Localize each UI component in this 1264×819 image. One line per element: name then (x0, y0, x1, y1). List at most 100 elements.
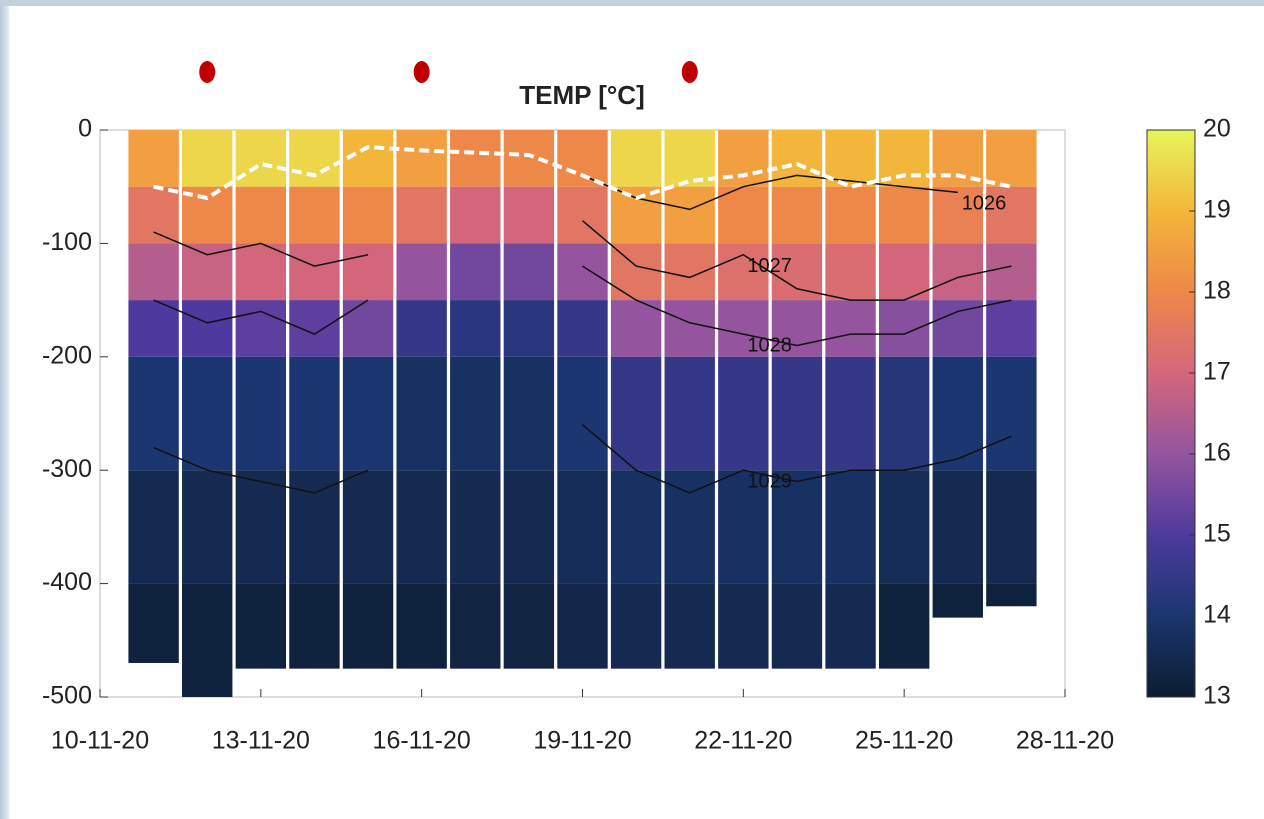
temp-cell (128, 357, 178, 470)
temp-cell (182, 130, 232, 187)
station-marker (199, 61, 215, 83)
temp-cell (396, 470, 446, 583)
temp-cell (933, 584, 983, 618)
colorbar-tick-label: 16 (1203, 439, 1231, 467)
temp-cell (611, 470, 661, 583)
temp-cell (665, 300, 715, 357)
temp-cell (128, 470, 178, 583)
y-tick-label: -100 (42, 228, 92, 256)
temp-cell (879, 187, 929, 244)
temp-cell (933, 470, 983, 583)
temp-cell (289, 584, 339, 669)
page: TEMP [°C] 1026102710281029-500-400-300-2… (0, 0, 1264, 819)
temp-cell (825, 357, 875, 470)
temp-cell (772, 357, 822, 470)
temp-cell (450, 243, 500, 300)
temp-cell (289, 357, 339, 470)
temp-cell (986, 130, 1036, 187)
x-tick-label: 16-11-20 (373, 727, 471, 755)
temp-cell (879, 584, 929, 669)
contour-label: 1028 (747, 334, 792, 356)
y-tick-label: -300 (42, 455, 92, 483)
temp-cell (772, 584, 822, 669)
temp-cell (611, 357, 661, 470)
temp-cell (665, 243, 715, 300)
colorbar-tick-label: 13 (1203, 682, 1231, 710)
temp-cell (396, 300, 446, 357)
temp-cell (289, 470, 339, 583)
y-tick-label: 0 (78, 115, 92, 143)
temp-cell (343, 243, 393, 300)
chart-title: TEMP [°C] (519, 80, 644, 110)
temp-cell (236, 470, 286, 583)
temp-cell (236, 130, 286, 187)
temp-cell (450, 187, 500, 244)
x-tick-label: 28-11-20 (1016, 727, 1114, 755)
contour-label: 1029 (747, 470, 792, 492)
temp-cell (557, 300, 607, 357)
temp-cell (986, 470, 1036, 583)
x-tick-label: 22-11-20 (694, 727, 792, 755)
temp-cell (343, 470, 393, 583)
temp-cell (772, 187, 822, 244)
temp-cell (182, 584, 232, 697)
temp-cell (236, 584, 286, 669)
temp-cell (236, 243, 286, 300)
contour-label: 1027 (747, 255, 792, 277)
temp-cell (343, 357, 393, 470)
temp-cell (128, 300, 178, 357)
chart: TEMP [°C] 1026102710281029-500-400-300-2… (0, 0, 1264, 819)
temp-cell (557, 357, 607, 470)
temp-cell (825, 470, 875, 583)
temp-cell (986, 357, 1036, 470)
temp-cell (986, 300, 1036, 357)
temp-cell (396, 187, 446, 244)
temp-cell (665, 187, 715, 244)
temp-cell (182, 470, 232, 583)
temp-cell (236, 357, 286, 470)
temp-cell (236, 187, 286, 244)
temp-cell (504, 187, 554, 244)
temp-cell (879, 470, 929, 583)
temp-cell (557, 470, 607, 583)
temp-cell (611, 187, 661, 244)
temp-cell (396, 130, 446, 187)
temp-cell (718, 584, 768, 669)
temp-cell (879, 357, 929, 470)
temp-cell (718, 187, 768, 244)
temp-cell (450, 300, 500, 357)
temp-cell (182, 300, 232, 357)
y-tick-label: -400 (42, 568, 92, 596)
temp-cell (611, 130, 661, 187)
temp-cell (825, 584, 875, 669)
temp-cell (128, 584, 178, 663)
temp-cell (557, 130, 607, 187)
temp-cell (182, 357, 232, 470)
temp-cell (450, 470, 500, 583)
colorbar-tick-label: 17 (1203, 358, 1231, 386)
x-tick-label: 10-11-20 (51, 727, 149, 755)
temp-cell (343, 584, 393, 669)
temp-cell (289, 243, 339, 300)
temp-cell (450, 584, 500, 669)
x-tick-label: 25-11-20 (855, 727, 953, 755)
temp-cell (557, 243, 607, 300)
temp-cell (504, 584, 554, 669)
temp-cell (289, 187, 339, 244)
temp-cell (611, 584, 661, 669)
temp-cell (182, 243, 232, 300)
temp-cell (933, 243, 983, 300)
temp-cell (665, 470, 715, 583)
temp-cell (504, 130, 554, 187)
x-tick-label: 13-11-20 (212, 727, 310, 755)
temp-cell (825, 187, 875, 244)
temp-cell (504, 357, 554, 470)
station-marker (682, 61, 698, 83)
x-tick-label: 19-11-20 (533, 727, 631, 755)
temp-cell (289, 130, 339, 187)
y-tick-label: -200 (42, 341, 92, 369)
temp-cell (879, 243, 929, 300)
temp-cell (825, 300, 875, 357)
temp-cell (396, 243, 446, 300)
colorbar-tick-label: 19 (1203, 196, 1231, 224)
